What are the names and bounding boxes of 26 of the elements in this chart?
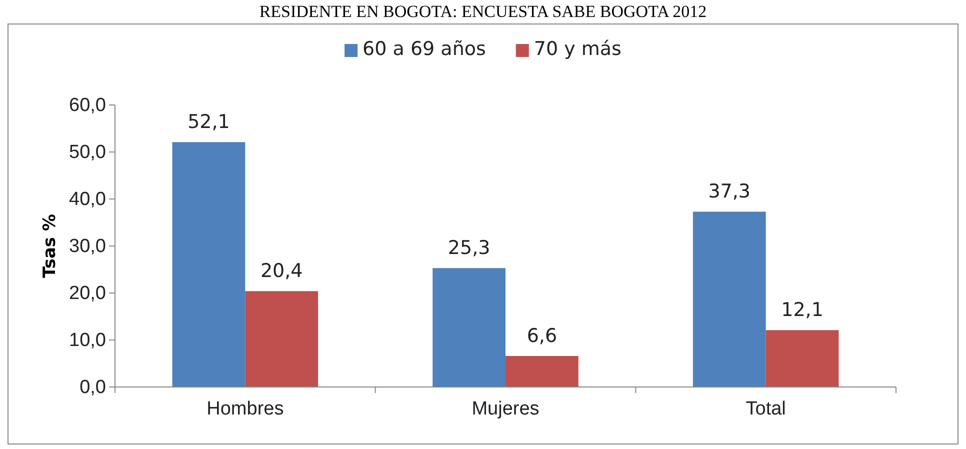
data-label: 52,1 [188, 111, 230, 134]
y-tick-label: 20,0 [69, 283, 106, 304]
legend-label: 70 y más [534, 38, 622, 60]
y-tick-label: 40,0 [69, 189, 106, 210]
data-label: 12,1 [781, 299, 824, 322]
x-tick-label: Total [746, 398, 786, 420]
chart-title: RESIDENTE EN BOGOTA: ENCUESTA SABE BOGOTA 2012 [259, 2, 707, 21]
bar [172, 142, 246, 387]
bar [506, 356, 578, 387]
legend-label: 60 a 69 años [362, 38, 486, 60]
y-tick-label: 0,0 [80, 377, 106, 398]
bar [432, 268, 506, 387]
y-tick-label: 30,0 [69, 236, 106, 258]
y-tick-label: 50,0 [69, 142, 106, 164]
y-axis-title: Tsas % [40, 214, 60, 278]
bar [766, 330, 839, 387]
x-tick-label: Hombres [206, 398, 284, 420]
data-label: 37,3 [708, 180, 751, 203]
data-label: 20,4 [260, 260, 303, 282]
data-label: 6,6 [526, 324, 558, 347]
bar [692, 212, 766, 387]
y-tick-label: 10,0 [69, 330, 106, 352]
data-label: 25,3 [448, 237, 490, 260]
bar [245, 291, 318, 387]
y-tick-label: 60,0 [69, 95, 106, 116]
x-tick-label: Mujeres [472, 398, 540, 420]
